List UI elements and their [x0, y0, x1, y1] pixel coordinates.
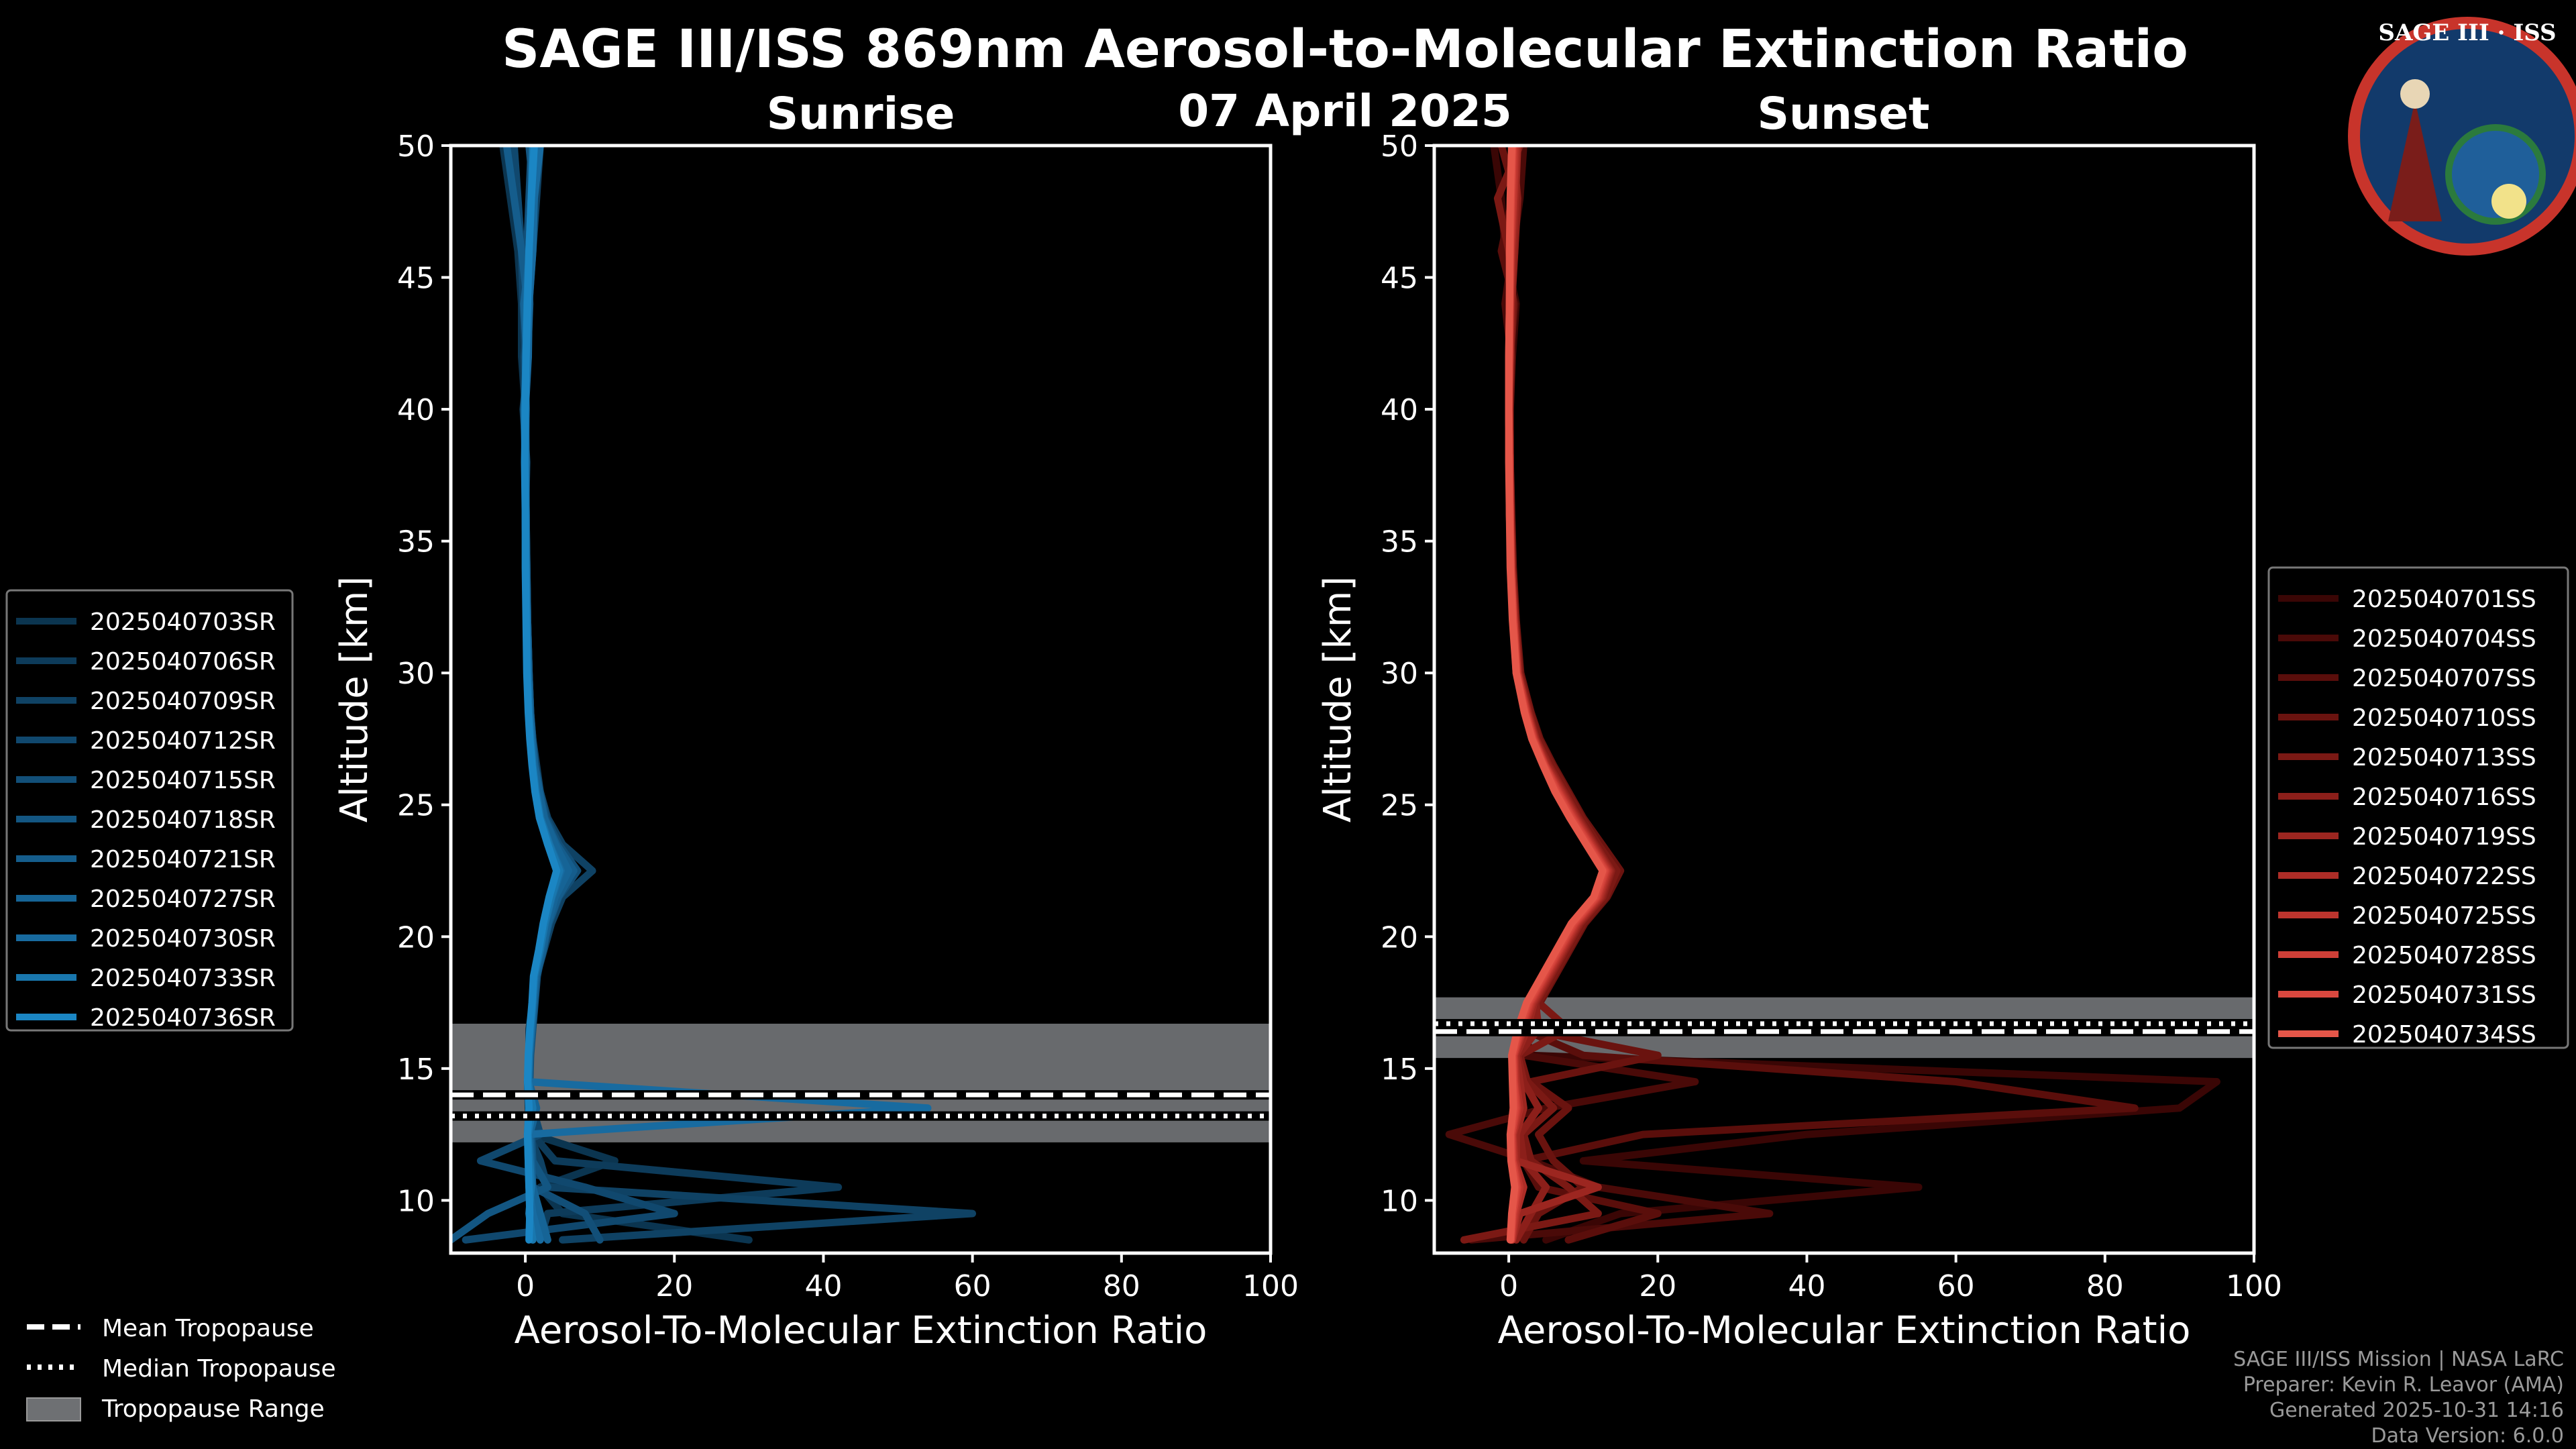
sunset-xtick-label: 100	[2226, 1269, 2282, 1303]
sunrise-series-2025040736SR	[521, 146, 561, 1244]
logo-figure	[2388, 101, 2442, 221]
sunset-ytick-label: 25	[1381, 789, 1418, 823]
sunrise-y-axis-label: Altitude [km]	[333, 576, 376, 822]
sunset-y-axis-label: Altitude [km]	[1316, 576, 1360, 822]
sunrise-xtick-label: 0	[516, 1269, 535, 1303]
sunset-xtick-label: 0	[1499, 1269, 1518, 1303]
footer-preparer: Preparer: Kevin R. Leavor (AMA)	[2243, 1373, 2564, 1397]
footer-mission: SAGE III/ISS Mission | NASA LaRC	[2233, 1348, 2564, 1371]
sunset-legend-entry: 2025040719SS	[2352, 823, 2536, 851]
sunrise-plot-frame	[449, 144, 1273, 1255]
logo-sun	[2491, 184, 2526, 219]
sunset-legend: 2025040701SS 2025040704SS 2025040707SS 2025…	[2267, 566, 2569, 1049]
footer-generated: Generated 2025-10-31 14:16	[2269, 1399, 2564, 1422]
tropopause-range-label: Tropopause Range	[101, 1395, 325, 1423]
tropopause-legend: Mean Tropopause Median Tropopause Tropop…	[26, 1315, 336, 1423]
mean-tropopause-label: Mean Tropopause	[102, 1315, 314, 1342]
sunset-legend-entry: 2025040731SS	[2352, 981, 2536, 1009]
sunset-legend-entry: 2025040707SS	[2352, 665, 2536, 692]
sunrise-xtick-label: 60	[954, 1269, 991, 1303]
sunset-legend-frame	[2267, 566, 2569, 1049]
footer-credits: SAGE III/ISS Mission | NASA LaRC Prepare…	[2233, 1348, 2564, 1448]
sunrise-ytick-label: 30	[397, 657, 435, 691]
logo-figure-head	[2400, 79, 2430, 109]
sunrise-xtick-label: 80	[1103, 1269, 1140, 1303]
sunrise-panel: 0 20 40 60 80 100 10 15 20 25 30 35 40 45 50 Aerosol-To…	[333, 129, 1299, 1352]
sunrise-panel-title: Sunrise	[767, 88, 955, 140]
sunrise-ytick-label: 25	[397, 789, 435, 823]
sunset-legend-entry: 2025040704SS	[2352, 625, 2536, 653]
sunrise-ytick-label: 35	[397, 525, 435, 559]
sunrise-legend-frame	[5, 589, 294, 1032]
sunrise-legend-entry: 2025040703SR	[90, 608, 276, 636]
sunset-xtick-label: 60	[1937, 1269, 1975, 1303]
sunrise-xtick-label: 40	[804, 1269, 842, 1303]
sunset-legend-entry: 2025040728SS	[2352, 942, 2536, 969]
figure-date: 07 April 2025	[1178, 85, 1512, 137]
sunrise-legend-entry: 2025040733SR	[90, 965, 276, 992]
sunrise-legend-entry: 2025040721SR	[90, 846, 276, 873]
sunrise-legend-entry: 2025040715SR	[90, 767, 276, 794]
sunrise-legend-entry: 2025040706SR	[90, 648, 276, 676]
sunrise-legend-entry: 2025040712SR	[90, 727, 276, 755]
sunset-series-group	[1445, 146, 2220, 1244]
median-tropopause-label: Median Tropopause	[102, 1355, 336, 1383]
sunset-ytick-label: 30	[1381, 657, 1418, 691]
sunrise-xtick-label: 20	[655, 1269, 693, 1303]
sunrise-legend-entry: 2025040736SR	[90, 1004, 276, 1032]
sunset-legend-entry: 2025040722SS	[2352, 863, 2536, 890]
sunset-ytick-label: 15	[1381, 1053, 1418, 1087]
sunrise-ytick-label: 15	[397, 1053, 435, 1087]
sunrise-ytick-label: 20	[397, 920, 435, 955]
sage-iii-iss-mission-logo: SAGE III · ISS	[2348, 17, 2576, 256]
sunset-legend-entry: 2025040713SS	[2352, 744, 2536, 771]
sunrise-ytick-label: 40	[397, 393, 435, 427]
sunset-legend-entry: 2025040725SS	[2352, 902, 2536, 930]
sunrise-series-group	[451, 146, 977, 1244]
sunset-ytick-label: 10	[1381, 1184, 1418, 1218]
sunrise-x-axis-label: Aerosol-To-Molecular Extinction Ratio	[515, 1309, 1208, 1352]
sunset-xtick-label: 80	[2086, 1269, 2124, 1303]
sunset-legend-entry: 2025040734SS	[2352, 1021, 2536, 1049]
sunset-plot-frame	[1432, 144, 2256, 1255]
sunrise-xtick-label: 100	[1242, 1269, 1299, 1303]
logo-text: SAGE III · ISS	[2378, 19, 2556, 46]
sunset-panel: 0 20 40 60 80 100 10 15 20 25 30 35 40 45 50 Aerosol-To…	[1316, 129, 2282, 1352]
sunset-x-axis-label: Aerosol-To-Molecular Extinction Ratio	[1498, 1309, 2191, 1352]
figure-title: SAGE III/ISS 869nm Aerosol-to-Molecular …	[502, 19, 2188, 80]
tropopause-range-swatch	[26, 1397, 81, 1421]
plot-panels: 0 20 40 60 80 100101520253035404550Aerosol-To…	[333, 129, 2282, 1352]
sunset-ytick-label: 45	[1381, 262, 1418, 296]
sunset-ytick-label: 40	[1381, 393, 1418, 427]
footer-data-version: Data Version: 6.0.0	[2371, 1424, 2564, 1448]
sunrise-legend-entry: 2025040718SR	[90, 806, 276, 834]
sunset-legend-entry: 2025040710SS	[2352, 704, 2536, 732]
sunset-ytick-label: 50	[1381, 129, 1418, 164]
sunset-legend-entry: 2025040716SS	[2352, 784, 2536, 811]
sunset-xtick-label: 20	[1639, 1269, 1676, 1303]
sunset-xtick-label: 40	[1788, 1269, 1825, 1303]
sunrise-ytick-label: 10	[397, 1184, 435, 1218]
sunrise-legend-entry: 2025040730SR	[90, 925, 276, 953]
sunrise-legend: 2025040703SR 2025040706SR 2025040709SR 2025…	[5, 589, 294, 1032]
sunrise-legend-entry: 2025040727SR	[90, 885, 276, 913]
sunset-panel-title: Sunset	[1757, 88, 1929, 140]
sunset-series-2025040734SS	[1505, 146, 1607, 1244]
sunset-legend-entry: 2025040701SS	[2352, 586, 2536, 613]
sunrise-ytick-label: 50	[397, 129, 435, 164]
sunrise-legend-entry: 2025040709SR	[90, 688, 276, 715]
sunrise-ytick-label: 45	[397, 262, 435, 296]
sunset-ytick-label: 35	[1381, 525, 1418, 559]
sunset-ytick-label: 20	[1381, 920, 1418, 955]
